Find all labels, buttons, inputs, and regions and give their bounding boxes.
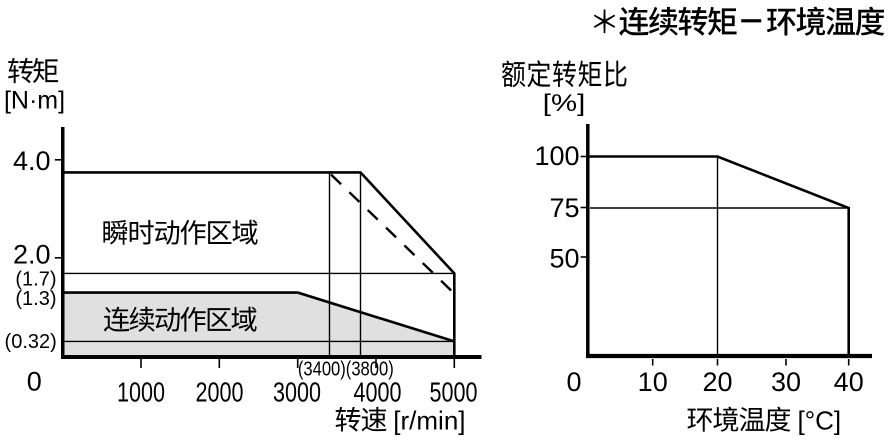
svg-text:2000: 2000 [196,377,244,408]
svg-text:(1.3): (1.3) [15,288,56,310]
svg-text:40: 40 [834,367,864,397]
svg-text:50: 50 [549,243,579,273]
svg-text:2.0: 2.0 [13,240,51,270]
svg-text:[%]: [%] [543,89,585,116]
svg-text:[r/min]: [r/min] [393,406,465,436]
svg-text:(3400)(3800): (3400)(3800) [298,357,394,380]
svg-text:10: 10 [638,367,668,397]
svg-text:5000: 5000 [430,377,478,408]
svg-text:(1.7): (1.7) [15,268,56,290]
svg-text:[°C]: [°C] [798,406,842,436]
svg-text:100: 100 [534,141,579,171]
svg-text:20: 20 [702,367,732,397]
svg-text:[N·m]: [N·m] [4,87,65,115]
svg-text:4.0: 4.0 [13,146,51,176]
svg-text:1000: 1000 [117,377,165,408]
svg-text:3000: 3000 [273,377,321,408]
svg-text:4000: 4000 [354,377,402,408]
svg-text:30: 30 [771,367,801,397]
svg-text:(0.32): (0.32) [5,331,57,353]
svg-text:75: 75 [549,193,579,223]
svg-text:0: 0 [27,367,42,397]
svg-text:0: 0 [566,367,581,397]
